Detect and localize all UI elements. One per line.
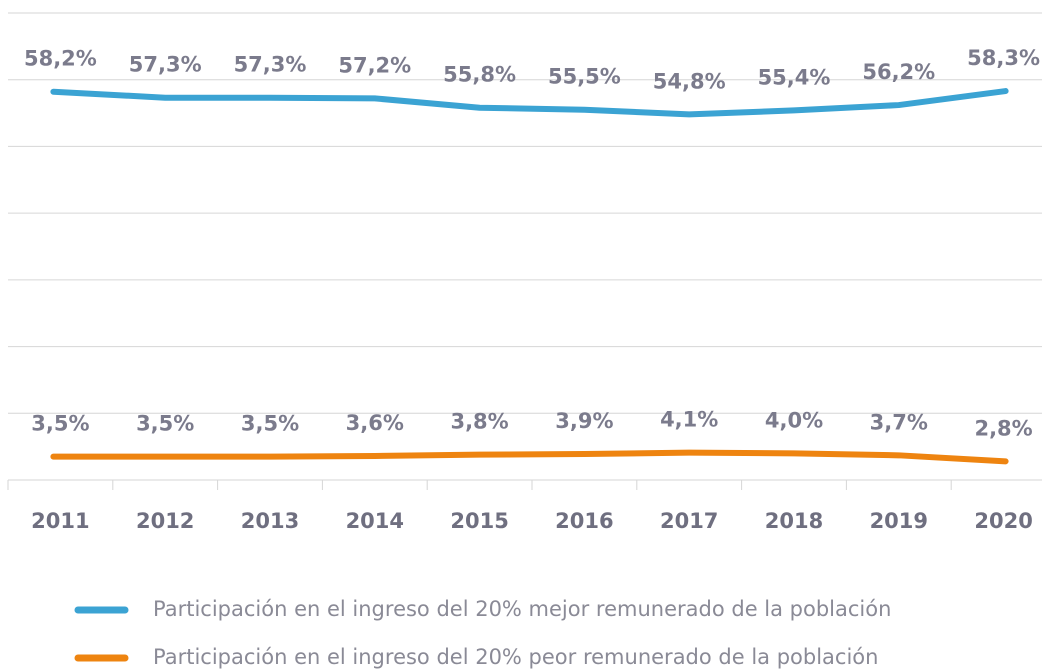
- series-line: [50, 449, 1009, 465]
- series-line: [50, 88, 1009, 118]
- data-label: 3,7%: [870, 410, 928, 434]
- data-label: 55,5%: [548, 65, 621, 89]
- data-label: 58,2%: [24, 47, 97, 71]
- x-tick-label: 2015: [450, 509, 508, 533]
- data-label: 3,6%: [346, 411, 404, 435]
- data-label: 57,3%: [129, 53, 202, 77]
- x-tick-label: 2013: [241, 509, 299, 533]
- x-tick-label: 2020: [974, 509, 1032, 533]
- data-label: 3,5%: [31, 412, 89, 436]
- x-tick-label: 2019: [870, 509, 928, 533]
- data-label: 4,0%: [765, 408, 823, 432]
- data-label: 55,4%: [758, 65, 831, 89]
- data-label: 56,2%: [862, 60, 935, 84]
- data-label: 4,1%: [660, 408, 718, 432]
- data-label: 57,3%: [234, 53, 307, 77]
- data-label: 3,5%: [241, 412, 299, 436]
- x-tick-label: 2011: [31, 509, 89, 533]
- data-label: 55,8%: [443, 63, 516, 87]
- data-label: 3,5%: [136, 412, 194, 436]
- data-label: 2,8%: [974, 416, 1032, 440]
- data-label: 54,8%: [653, 69, 726, 93]
- data-label: 58,3%: [967, 46, 1040, 70]
- x-tick-label: 2016: [555, 509, 613, 533]
- x-tick-label: 2014: [346, 509, 404, 533]
- legend-label: Participación en el ingreso del 20% peor…: [153, 645, 878, 669]
- data-label: 57,2%: [338, 53, 411, 77]
- data-label: 3,8%: [450, 410, 508, 434]
- x-tick-label: 2018: [765, 509, 823, 533]
- legend-label: Participación en el ingreso del 20% mejo…: [153, 597, 891, 621]
- x-tick-label: 2017: [660, 509, 718, 533]
- x-tick-label: 2012: [136, 509, 194, 533]
- data-label: 3,9%: [555, 409, 613, 433]
